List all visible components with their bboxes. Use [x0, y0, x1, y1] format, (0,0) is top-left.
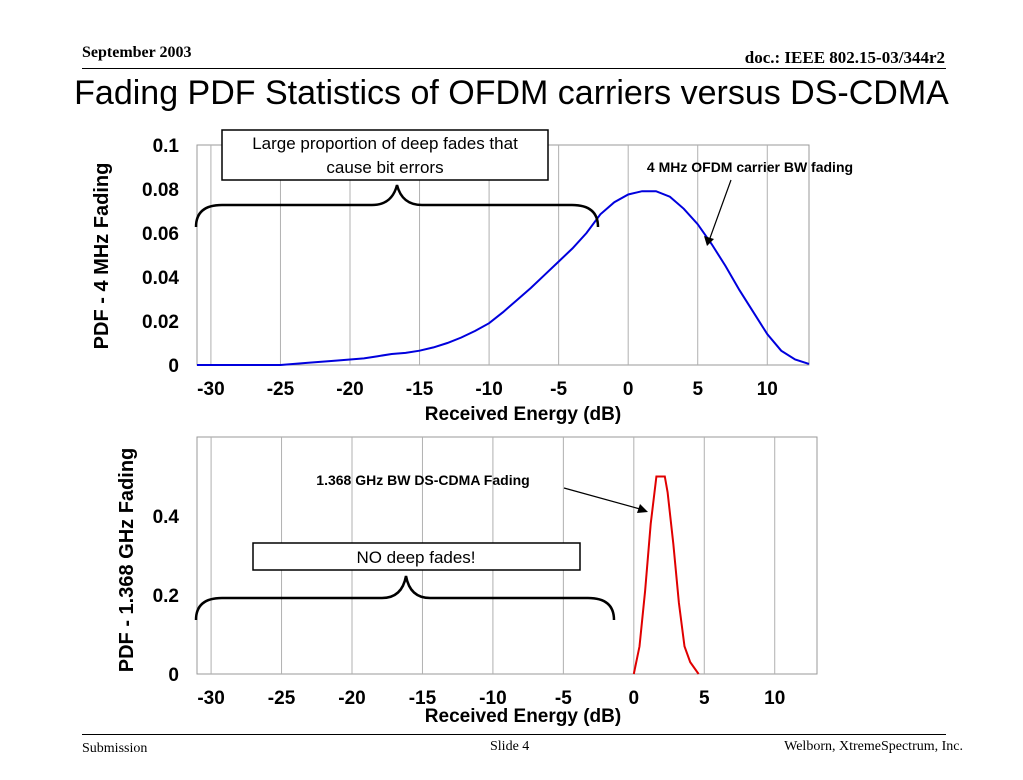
- x-tick-label-dscdma: 10: [764, 688, 785, 709]
- y-tick-label-dscdma: 0.4: [153, 507, 180, 528]
- footer-author: Welborn, XtremeSpectrum, Inc.: [784, 739, 963, 754]
- y-tick-label-ofdm: 0.02: [142, 312, 179, 333]
- x-tick-label-ofdm: -30: [197, 379, 224, 400]
- y-tick-label-dscdma: 0.2: [153, 586, 179, 607]
- x-tick-label-ofdm: -5: [550, 379, 567, 400]
- x-ticks-dscdma: -30 -25 -20 -15 -10 -5 0 5 10: [197, 688, 785, 709]
- x-axis-label-ofdm: Received Energy (dB): [425, 404, 621, 425]
- annotation-box-no-fades: [252, 542, 581, 571]
- y-tick-label-ofdm: 0: [168, 356, 179, 377]
- footer-slide-number: Slide 4: [490, 739, 530, 754]
- brace-deep-fades: [194, 184, 600, 228]
- annotation-ofdm-label: 4 MHz OFDM carrier BW fading: [647, 159, 853, 175]
- header-rule: [82, 68, 946, 69]
- x-tick-label-dscdma: -25: [268, 688, 296, 709]
- x-ticks-ofdm: -30 -25 -20 -15 -10 -5 0 5 10: [197, 379, 778, 400]
- annotation-dscdma-label: 1.368 GHz BW DS-CDMA Fading: [316, 472, 529, 488]
- x-tick-label-dscdma: -10: [479, 688, 506, 709]
- x-tick-label-dscdma: 0: [629, 688, 640, 709]
- x-tick-label-ofdm: -10: [475, 379, 502, 400]
- y-tick-label-ofdm: 0.06: [142, 224, 179, 245]
- chart-dscdma: 0 0.2 0.4 -30 -25 -20 -15 -10 -5 0 5 10 Received E…: [116, 436, 818, 727]
- x-tick-label-dscdma: -15: [409, 688, 437, 709]
- series-line-dscdma: [632, 475, 700, 675]
- annotation-box-no-fades-text: NO deep fades!: [356, 548, 475, 567]
- x-tick-label-ofdm: 5: [692, 379, 703, 400]
- footer-submission: Submission: [82, 741, 148, 756]
- annotation-box-deep-fades: [221, 129, 549, 181]
- x-tick-label-dscdma: -5: [555, 688, 572, 709]
- annotation-dscdma-arrowhead: [637, 504, 648, 513]
- annotation-ofdm-arrow: [709, 179, 732, 239]
- slide-title: Fading PDF Statistics of OFDM carriers v…: [74, 74, 949, 112]
- y-ticks-dscdma: 0 0.2 0.4: [153, 507, 180, 686]
- x-tick-label-dscdma: -30: [197, 688, 224, 709]
- annotation-dscdma-arrow: [563, 487, 641, 510]
- x-tick-label-dscdma: -20: [338, 688, 365, 709]
- y-axis-label-ofdm: PDF - 4 MHz Fading: [91, 163, 113, 350]
- y-tick-label-ofdm: 0.08: [142, 180, 179, 201]
- x-tick-label-ofdm: 10: [757, 379, 778, 400]
- annotation-box-deep-fades-text: Large proportion of deep fades that: [252, 134, 518, 153]
- brace-no-fades: [194, 575, 616, 621]
- header-doc-id: doc.: IEEE 802.15-03/344r2: [744, 48, 945, 67]
- header-date: September 2003: [82, 44, 192, 61]
- y-tick-label-dscdma: 0: [168, 665, 179, 686]
- plot-area-dscdma: [196, 436, 818, 675]
- x-tick-label-ofdm: -20: [336, 379, 363, 400]
- x-tick-label-ofdm: -25: [267, 379, 295, 400]
- y-axis-label-dscdma: PDF - 1.368 GHz Fading: [116, 448, 138, 672]
- annotation-box-deep-fades-text-2: cause bit errors: [326, 158, 443, 177]
- chart-ofdm: 0 0.02 0.04 0.06 0.08 0.1 -30 -25 -20 -15 -10 -5 0 5…: [91, 129, 853, 425]
- y-tick-label-ofdm: 0.1: [153, 136, 180, 157]
- y-ticks-ofdm: 0 0.02 0.04 0.06 0.08 0.1: [142, 136, 179, 377]
- x-axis-label-dscdma: Received Energy (dB): [425, 706, 621, 727]
- x-tick-label-dscdma: 5: [699, 688, 710, 709]
- x-tick-label-ofdm: -15: [406, 379, 434, 400]
- annotation-ofdm-arrowhead: [704, 236, 714, 246]
- grid-ofdm: [210, 145, 768, 365]
- footer-rule: [82, 734, 946, 735]
- y-tick-label-ofdm: 0.04: [142, 268, 179, 289]
- series-line-ofdm: [197, 190, 810, 366]
- x-tick-label-ofdm: 0: [623, 379, 634, 400]
